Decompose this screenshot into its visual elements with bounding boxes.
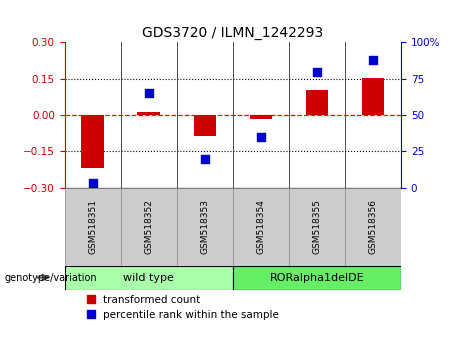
Bar	[362, 78, 384, 115]
Point	[89, 181, 96, 186]
Text: GSM518351: GSM518351	[88, 199, 97, 254]
Text: genotype/variation: genotype/variation	[5, 273, 97, 282]
Text: GSM518355: GSM518355	[313, 199, 321, 254]
Bar	[82, 115, 104, 168]
Point	[313, 69, 321, 74]
Text: GSM518354: GSM518354	[256, 199, 266, 254]
Bar	[289, 188, 345, 266]
Text: RORalpha1delDE: RORalpha1delDE	[270, 273, 364, 282]
Bar	[233, 266, 401, 290]
Bar	[121, 188, 177, 266]
Text: GSM518353: GSM518353	[200, 199, 209, 254]
Bar	[345, 188, 401, 266]
Text: wild type: wild type	[123, 273, 174, 282]
Point	[257, 134, 265, 140]
Bar	[65, 266, 233, 290]
Point	[145, 90, 152, 96]
Bar	[306, 90, 328, 115]
Legend: transformed count, percentile rank within the sample: transformed count, percentile rank withi…	[87, 295, 279, 320]
Bar	[65, 188, 121, 266]
Text: GSM518352: GSM518352	[144, 199, 153, 254]
Bar	[194, 115, 216, 136]
Bar	[137, 112, 160, 115]
Title: GDS3720 / ILMN_1242293: GDS3720 / ILMN_1242293	[142, 26, 324, 40]
Bar	[233, 188, 289, 266]
Bar	[250, 115, 272, 119]
Text: GSM518356: GSM518356	[368, 199, 378, 254]
Point	[201, 156, 208, 161]
Point	[369, 57, 377, 63]
Bar	[177, 188, 233, 266]
